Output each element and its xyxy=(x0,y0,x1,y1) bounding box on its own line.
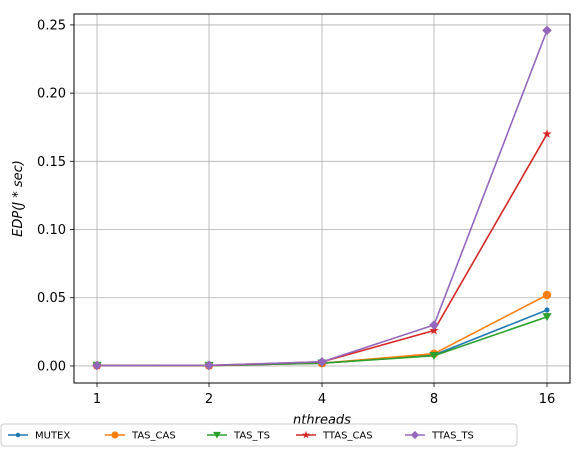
marker-diamond xyxy=(317,357,327,367)
legend-label: MUTEX xyxy=(35,431,70,442)
x-tick-label: 4 xyxy=(318,392,326,407)
y-axis: 0.00 0.05 0.10 0.15 0.20 0.25 xyxy=(37,18,74,374)
y-tick-label: 0.10 xyxy=(37,223,66,238)
x-tick-label: 8 xyxy=(430,392,438,407)
marker-point xyxy=(544,307,550,313)
legend-label: TTAS_CAS xyxy=(322,431,373,442)
x-tick-label: 2 xyxy=(205,392,213,407)
marker-diamond xyxy=(542,25,552,36)
legend-item: TAS_TS xyxy=(207,431,270,442)
marker-diamond xyxy=(92,360,102,371)
legend-label: TAS_CAS xyxy=(131,431,176,442)
marker-diamond xyxy=(410,430,420,440)
y-tick-label: 0.00 xyxy=(37,359,66,374)
y-tick-label: 0.15 xyxy=(37,155,66,170)
marker-star xyxy=(542,129,552,138)
grid-lines xyxy=(74,14,570,383)
legend-item: TTAS_CAS xyxy=(296,431,373,442)
marker-point xyxy=(15,432,21,438)
marker-triangle-down xyxy=(542,313,552,321)
x-tick-label: 16 xyxy=(539,392,556,407)
legend-item: TAS_CAS xyxy=(105,431,176,442)
legend-item: TTAS_TS xyxy=(405,431,474,442)
x-axis: 1 2 4 8 16 xyxy=(93,383,555,407)
legend-frame xyxy=(0,423,518,447)
y-tick-label: 0.05 xyxy=(37,291,66,306)
series-layer xyxy=(92,25,552,371)
marker-triangle-down xyxy=(429,352,439,360)
marker-circle xyxy=(542,290,552,300)
y-tick-label: 0.25 xyxy=(37,18,66,33)
x-tick-label: 1 xyxy=(93,392,101,407)
marker-circle xyxy=(111,431,119,439)
marker-star xyxy=(429,325,439,335)
series-ttas-ts xyxy=(92,25,552,371)
legend: MUTEX TAS_CAS TAS_TS TTAS_CAS TTAS_TS xyxy=(0,423,518,447)
y-axis-label: EDP(J * sec) xyxy=(11,160,26,237)
marker-diamond xyxy=(204,360,214,371)
legend-item: MUTEX xyxy=(8,431,70,442)
marker-diamond xyxy=(429,320,439,330)
legend-label: TTAS_TS xyxy=(431,431,474,442)
marker-triangle-down xyxy=(213,431,221,439)
marker-star xyxy=(302,430,310,439)
y-tick-label: 0.20 xyxy=(37,87,66,102)
legend-label: TAS_TS xyxy=(233,431,270,442)
